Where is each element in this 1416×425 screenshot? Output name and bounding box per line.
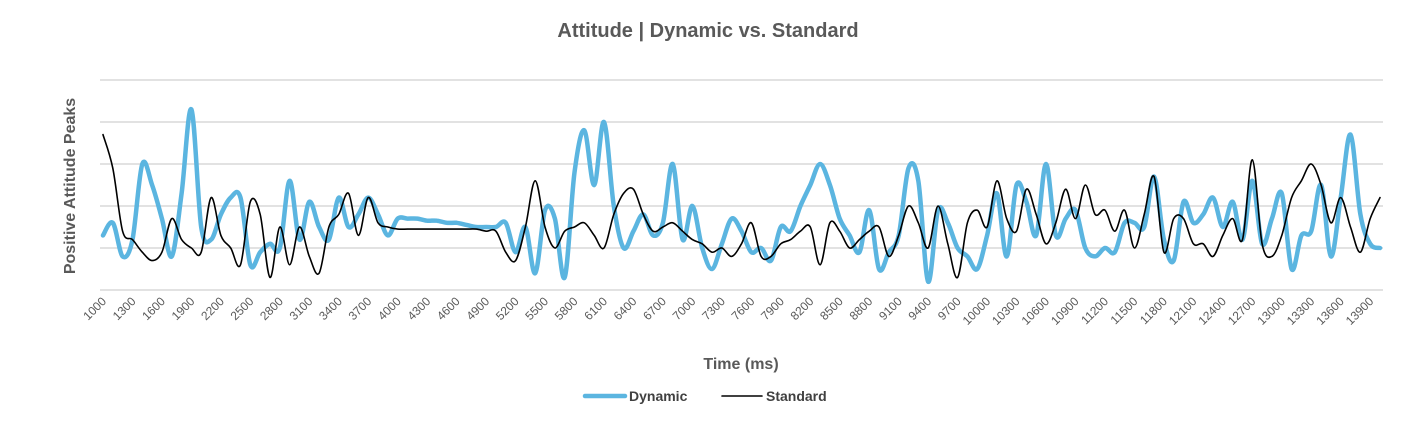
x-tick-label: 7000 [670,294,699,323]
x-tick-label: 4900 [463,294,492,323]
x-axis-title: Time (ms) [703,356,778,373]
x-tick-label: 9400 [905,294,934,323]
x-tick-label: 6100 [581,294,610,323]
x-tick-label: 10000 [960,294,994,328]
legend: Dynamic Standard [582,388,827,404]
x-tick-label: 3100 [287,294,316,323]
series-lines [100,107,1383,284]
x-tick-label: 12100 [1166,294,1200,328]
x-tick-label: 2800 [257,294,286,323]
x-tick-label: 13000 [1254,294,1288,328]
x-tick-label: 4600 [434,294,463,323]
x-tick-label: 1000 [80,294,109,323]
x-tick-label: 3400 [316,294,345,323]
x-tick-label: 1300 [110,294,139,323]
x-tick-label: 11800 [1137,294,1170,327]
x-tick-label: 8200 [788,294,817,323]
x-tick-label: 13600 [1313,294,1347,328]
x-tick-label: 8800 [847,294,876,323]
x-tick-label: 2200 [198,294,227,323]
x-tick-label: 5800 [552,294,581,323]
x-tick-label: 4300 [405,294,434,323]
x-tick-label: 1900 [169,294,198,323]
x-tick-label: 4000 [375,294,404,323]
x-tick-label: 10600 [1019,294,1053,328]
legend-label-standard: Standard [766,388,827,404]
series-line-dynamic [100,107,1383,284]
x-tick-label: 7600 [729,294,758,323]
chart-title: Attitude | Dynamic vs. Standard [557,20,858,42]
x-tick-label: 2500 [228,294,257,323]
x-tick-label: 6700 [640,294,669,323]
x-tick-label: 5500 [522,294,551,323]
x-tick-label: 7300 [699,294,728,323]
x-tick-label: 8500 [817,294,846,323]
x-tick-label: 12700 [1225,294,1259,328]
y-axis-title: Positive Attitude Peaks [62,98,79,274]
x-tick-label: 10300 [989,294,1023,328]
x-tick-label: 1600 [139,294,168,323]
legend-label-dynamic: Dynamic [629,388,688,404]
x-tick-label: 9100 [876,294,905,323]
x-tick-label: 12400 [1195,294,1229,328]
x-tick-label: 6400 [611,294,640,323]
x-axis-ticks: 1000 1300 1600 1900 2200 2500 2800 3100 3400 3700… [80,294,1376,328]
x-tick-label: 11200 [1078,294,1111,327]
x-tick-label: 10900 [1048,294,1082,328]
x-tick-label: 3700 [346,294,375,323]
x-tick-label: 11500 [1108,294,1141,327]
series-line-standard [102,133,1381,279]
x-tick-label: 5200 [493,294,522,323]
x-tick-label: 13900 [1343,294,1377,328]
x-tick-label: 7900 [758,294,787,323]
x-tick-label: 13300 [1284,294,1318,328]
